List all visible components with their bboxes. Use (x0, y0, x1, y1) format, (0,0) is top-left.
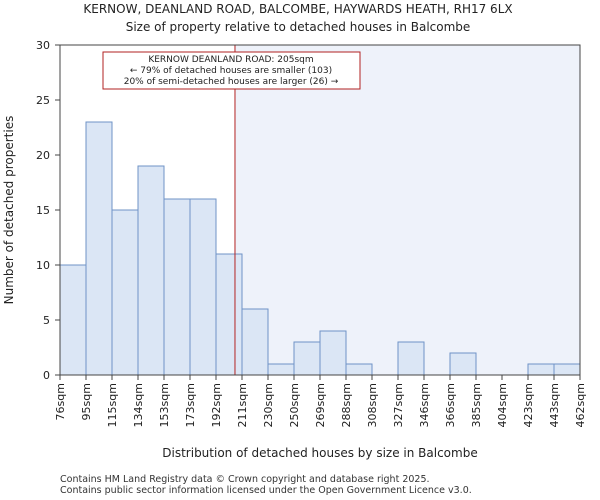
annotation-line-3: 20% of semi-detached houses are larger (… (124, 77, 339, 87)
x-tick-label: 95sqm (80, 383, 93, 420)
x-tick-label: 269sqm (314, 383, 327, 427)
x-axis: 76sqm 95sqm 115sqm 134sqm 153sqm 173sqm 192sqm… (54, 375, 587, 427)
y-tick-label: 5 (43, 314, 50, 327)
annotation-line-1: KERNOW DEANLAND ROAD: 205sqm (148, 55, 313, 65)
x-tick-label: 76sqm (54, 383, 67, 420)
bar-95sqm (85, 121, 113, 376)
x-tick-label: 250sqm (288, 383, 301, 427)
annotation-line-2: ← 79% of detached houses are smaller (10… (130, 66, 332, 76)
bar-192sqm (215, 253, 243, 376)
bar-327sqm (397, 341, 425, 376)
annotation: KERNOW DEANLAND ROAD: 205sqm ← 79% of de… (102, 51, 361, 90)
bar-366sqm (449, 352, 477, 376)
chart-title: KERNOW, DEANLAND ROAD, BALCOMBE, HAYWARD… (83, 2, 512, 16)
y-axis: 0 5 10 15 20 25 30 (36, 39, 60, 382)
y-tick-label: 15 (36, 204, 50, 217)
y-tick-label: 20 (36, 149, 50, 162)
bar-423sqm (527, 363, 555, 376)
x-tick-label: 230sqm (262, 383, 275, 427)
bar-443sqm (553, 363, 581, 376)
bar-76sqm (59, 264, 87, 376)
bar-250sqm (293, 341, 321, 376)
y-tick-label: 25 (36, 94, 50, 107)
chart-subtitle: Size of property relative to detached ho… (126, 20, 471, 34)
x-tick-label: 308sqm (366, 383, 379, 427)
y-tick-label: 30 (36, 39, 50, 52)
footer-line-2: Contains public sector information licen… (60, 485, 472, 496)
plot-frame (59, 44, 581, 376)
y-tick-label: 0 (43, 369, 50, 382)
bars (59, 121, 581, 376)
y-axis-label: Number of detached properties (2, 116, 16, 305)
x-tick-label: 192sqm (210, 383, 223, 427)
bar-134sqm (137, 165, 165, 376)
bar-211sqm (241, 308, 269, 376)
bar-230sqm (267, 363, 295, 376)
plot-shade (234, 45, 581, 375)
bar-288sqm (345, 363, 373, 376)
bar-115sqm (111, 209, 139, 376)
x-tick-label: 173sqm (184, 383, 197, 427)
bar-173sqm (189, 198, 217, 376)
x-tick-label: 211sqm (236, 383, 249, 427)
footer-line-1: Contains HM Land Registry data © Crown c… (60, 474, 430, 485)
x-tick-label: 385sqm (470, 383, 483, 427)
y-tick-label: 10 (36, 259, 50, 272)
x-tick-label: 423sqm (522, 383, 535, 427)
x-tick-label: 153sqm (158, 383, 171, 427)
x-tick-label: 346sqm (418, 383, 431, 427)
annotation-box (102, 51, 361, 90)
x-tick-label: 443sqm (548, 383, 561, 427)
x-tick-label: 115sqm (106, 383, 119, 427)
x-tick-label: 366sqm (444, 383, 457, 427)
x-tick-label: 327sqm (392, 383, 405, 427)
x-tick-label: 134sqm (132, 383, 145, 427)
x-tick-label: 404sqm (496, 383, 509, 427)
x-tick-label: 288sqm (340, 383, 353, 427)
x-axis-label: Distribution of detached houses by size … (162, 446, 477, 460)
bar-153sqm (163, 198, 191, 376)
x-tick-label: 462sqm (574, 383, 587, 427)
bar-269sqm (319, 330, 347, 376)
